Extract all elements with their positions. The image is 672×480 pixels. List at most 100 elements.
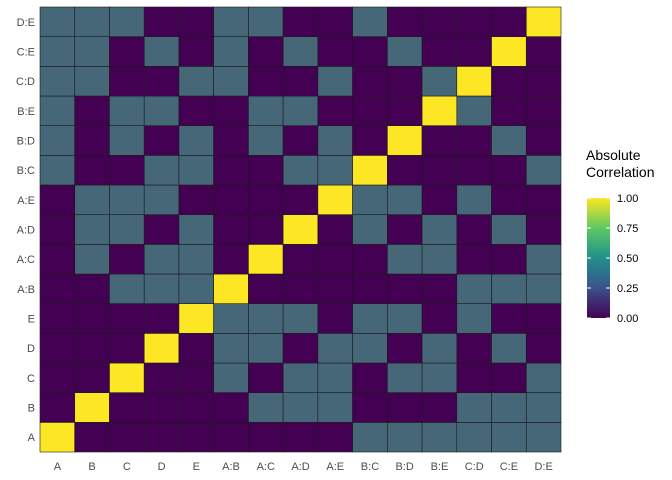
heatmap-cell-D-D:E (143, 6, 180, 37)
heatmap-cell-A:C-B:C (248, 155, 284, 186)
heatmap-cell-A:C-C:E (248, 36, 284, 67)
heatmap-cell-B:E-A:B (421, 273, 458, 304)
heatmap-cell-A:E-A (317, 422, 353, 453)
x-tick-label: B:C (361, 461, 379, 473)
heatmap-cell-C:E-A:B (491, 273, 527, 304)
heatmap-cell-C-C:E (109, 36, 145, 67)
heatmap-cell-C:E-B (491, 392, 527, 423)
legend-tick-label: 0.00 (617, 313, 638, 325)
heatmap-cell-C:D-C:D (456, 66, 492, 97)
legend-tick-label: 0.50 (617, 253, 638, 265)
heatmap-cell-A:C-A:B (248, 273, 284, 304)
heatmap-cell-D:E-A:D (525, 214, 562, 245)
heatmap-cell-B-C:E (74, 36, 110, 67)
legend-tick-label: 1.00 (617, 193, 638, 205)
heatmap-cell-A:B-C:D (213, 66, 249, 97)
heatmap-cell-B:E-A:C (421, 244, 458, 275)
heatmap-cell-C:E-D:E (491, 6, 527, 37)
heatmap-cell-A:D-E (282, 303, 319, 334)
heatmap-cell-C:D-A:B (456, 273, 492, 304)
heatmap-cell-D-A:C (143, 244, 180, 275)
heatmap-cell-A:E-C:E (317, 36, 353, 67)
heatmap-cell-A:C-A:D (248, 214, 284, 245)
heatmap-cell-A:D-C:D (282, 66, 319, 97)
heatmap-cell-C-C (109, 362, 145, 393)
heatmap-cell-A:D-B (282, 392, 319, 423)
heatmap-cell-B:C-D:E (352, 6, 388, 37)
heatmap-cell-B:E-C (421, 362, 458, 393)
heatmap-cell-A-A:D (39, 214, 76, 245)
x-tick-label: D (158, 461, 166, 473)
heatmap-cell-B:D-A:C (387, 244, 423, 275)
heatmap-cell-B:D-B:E (387, 95, 423, 126)
y-tick-label: E (28, 314, 35, 326)
heatmap-cell-B:C-C:E (352, 36, 388, 67)
heatmap-cell-D:E-B:C (525, 155, 562, 186)
heatmap-cell-B:D-A:D (387, 214, 423, 245)
heatmap-cell-E-B (178, 392, 214, 423)
heatmap-cell-D-A (143, 422, 180, 453)
y-tick-label: B:C (17, 165, 35, 177)
heatmap-cell-B:E-A:E (421, 184, 458, 215)
heatmap-cell-A:D-B:D (282, 125, 319, 156)
heatmap-cell-D-C:D (143, 66, 180, 97)
heatmap-cell-A:E-B:E (317, 95, 353, 126)
heatmap-cell-A-B:C (39, 155, 76, 186)
heatmap-cell-A:D-A:D (282, 214, 319, 245)
heatmap-cell-A:C-B:D (248, 125, 284, 156)
x-tick-label: A:D (291, 461, 309, 473)
heatmap-cell-B:C-B:D (352, 125, 388, 156)
heatmap-cell-A-A (39, 422, 76, 453)
heatmap-cell-C:E-A:D (491, 214, 527, 245)
heatmap-cell-A:E-D:E (317, 6, 353, 37)
heatmap-cell-D:E-C (525, 362, 562, 393)
heatmap-cell-C:D-B:C (456, 155, 492, 186)
heatmap-cell-A:D-D:E (282, 6, 319, 37)
legend-tick-label: 0.25 (617, 283, 638, 295)
heatmap-cell-D-A:E (143, 184, 180, 215)
heatmap-cell-B:E-B (421, 392, 458, 423)
heatmap-cell-D-B:D (143, 125, 180, 156)
heatmap-cell-E-B:D (178, 125, 214, 156)
heatmap-cell-C:D-A:E (456, 184, 492, 215)
heatmap-cell-A:B-C (213, 362, 249, 393)
heatmap-cell-B-B:C (74, 155, 110, 186)
heatmap-cell-C-E (109, 303, 145, 334)
heatmap-cell-C-A:E (109, 184, 145, 215)
heatmap-cell-A:B-A:C (213, 244, 249, 275)
heatmap-cell-B:E-B:E (421, 95, 458, 126)
heatmap-cell-C:D-B:D (456, 125, 492, 156)
heatmap-cell-B:E-B:D (421, 125, 458, 156)
heatmap-cell-D:E-B:E (525, 95, 562, 126)
heatmap-cell-B:D-D:E (387, 6, 423, 37)
heatmap-cell-B:C-A:C (352, 244, 388, 275)
heatmap-cell-A:D-A:E (282, 184, 319, 215)
heatmap-cell-C-B:C (109, 155, 145, 186)
heatmap-cell-D:E-A:B (525, 273, 562, 304)
heatmap-cell-C:D-E (456, 303, 492, 334)
heatmap-cell-A:C-A (248, 422, 284, 453)
heatmap-cell-C:D-A:D (456, 214, 492, 245)
heatmap-cell-A:B-B:D (213, 125, 249, 156)
heatmap-cell-B:D-B:C (387, 155, 423, 186)
heatmap-cell-C-B (109, 392, 145, 423)
heatmap-cell-B:C-D (352, 333, 388, 364)
heatmap-cell-C:D-D:E (456, 6, 492, 37)
heatmap-cell-B-A (74, 422, 110, 453)
heatmap-cell-A:B-C:E (213, 36, 249, 67)
heatmap-cell-C-C:D (109, 66, 145, 97)
heatmap-cell-B-A:D (74, 214, 110, 245)
heatmap-cell-B:C-E (352, 303, 388, 334)
heatmap-cell-A:B-B:E (213, 95, 249, 126)
heatmap-cell-D-A:D (143, 214, 180, 245)
heatmap-cell-B:C-A:B (352, 273, 388, 304)
heatmap-cell-B:D-A:E (387, 184, 423, 215)
heatmap-cell-D:E-E (525, 303, 562, 334)
heatmap-cell-E-B:E (178, 95, 214, 126)
heatmap-cell-A:D-C:E (282, 36, 319, 67)
x-tick-label: B (88, 461, 95, 473)
heatmap-cell-C:D-A:C (456, 244, 492, 275)
heatmap-cell-E-C:D (178, 66, 214, 97)
heatmap-cell-E-D (178, 333, 214, 364)
